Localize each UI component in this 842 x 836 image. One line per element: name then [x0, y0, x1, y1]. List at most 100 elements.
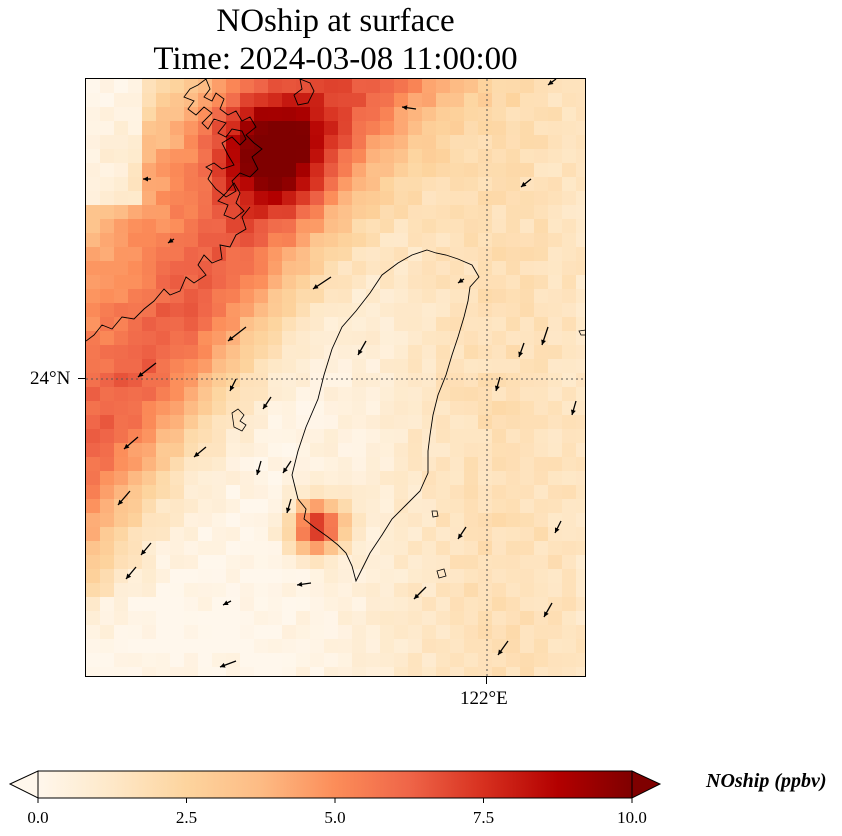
field-cell: [464, 653, 479, 668]
field-cell: [198, 457, 213, 472]
field-cell: [156, 219, 171, 234]
field-cell: [464, 219, 479, 234]
field-cell: [352, 303, 367, 318]
field-cell: [464, 107, 479, 122]
field-cell: [506, 639, 521, 654]
field-cell: [212, 569, 227, 584]
field-cell: [408, 471, 423, 486]
field-cell: [282, 317, 297, 332]
field-cell: [422, 527, 437, 542]
field-cell: [506, 177, 521, 192]
field-cell: [492, 429, 507, 444]
field-cell: [394, 191, 409, 206]
field-cell: [268, 79, 283, 94]
field-cell: [86, 527, 101, 542]
field-cell: [464, 541, 479, 556]
colorbar-tick-label: 5.0: [324, 808, 346, 827]
field-cell: [282, 345, 297, 360]
field-cell: [394, 177, 409, 192]
colorbar-ticks: [37, 798, 633, 803]
field-cell: [324, 163, 339, 178]
field-cell: [254, 471, 269, 486]
field-cell: [184, 625, 199, 640]
field-cell: [114, 597, 129, 612]
field-cell: [282, 597, 297, 612]
field-cell: [436, 429, 451, 444]
field-cell: [86, 233, 101, 248]
field-cell: [86, 401, 101, 416]
field-cell: [156, 121, 171, 136]
field-cell: [114, 429, 129, 444]
field-cell: [226, 261, 241, 276]
field-cell: [534, 653, 549, 668]
field-cell: [506, 373, 521, 388]
field-cell: [506, 205, 521, 220]
field-cell: [436, 611, 451, 626]
field-cell: [422, 611, 437, 626]
field-cell: [380, 625, 395, 640]
field-cell: [464, 387, 479, 402]
field-cell: [310, 541, 325, 556]
field-cell: [310, 499, 325, 514]
colorbar-tick-label: 10.0: [617, 808, 647, 827]
field-cell: [240, 303, 255, 318]
field-cell: [492, 611, 507, 626]
field-cell: [562, 149, 577, 164]
field-cell: [380, 429, 395, 444]
field-cell: [268, 149, 283, 164]
field-cell: [380, 555, 395, 570]
field-cell: [268, 555, 283, 570]
field-cell: [254, 639, 269, 654]
field-cell: [212, 359, 227, 374]
field-cell: [100, 499, 115, 514]
field-cell: [86, 135, 101, 150]
field-cell: [408, 415, 423, 430]
field-cell: [240, 79, 255, 94]
field-cell: [394, 457, 409, 472]
field-cell: [436, 149, 451, 164]
field-cell: [184, 331, 199, 346]
field-cell: [576, 191, 585, 206]
field-cell: [562, 79, 577, 94]
field-cell: [170, 387, 185, 402]
field-cell: [576, 485, 585, 500]
field-cell: [114, 303, 129, 318]
field-cell: [184, 457, 199, 472]
field-cell: [254, 569, 269, 584]
field-cell: [338, 625, 353, 640]
field-cell: [114, 247, 129, 262]
map-panel[interactable]: [85, 78, 586, 677]
field-cell: [324, 219, 339, 234]
field-cell: [520, 429, 535, 444]
field-cell: [142, 373, 157, 388]
field-cell: [184, 485, 199, 500]
field-cell: [380, 79, 395, 94]
field-cell: [492, 471, 507, 486]
field-cell: [366, 219, 381, 234]
field-cell: [380, 597, 395, 612]
field-cell: [380, 471, 395, 486]
field-cell: [198, 597, 213, 612]
field-cell: [268, 317, 283, 332]
field-cell: [464, 443, 479, 458]
field-cell: [422, 317, 437, 332]
field-cell: [268, 177, 283, 192]
field-cell: [100, 331, 115, 346]
field-cell: [268, 583, 283, 598]
field-cell: [394, 359, 409, 374]
field-cell: [212, 485, 227, 500]
field-cell: [436, 331, 451, 346]
field-cell: [408, 121, 423, 136]
field-cell: [576, 555, 585, 570]
field-cell: [562, 205, 577, 220]
field-cell: [254, 527, 269, 542]
field-cell: [254, 667, 269, 676]
field-cell: [464, 667, 479, 676]
field-cell: [114, 331, 129, 346]
field-cell: [450, 499, 465, 514]
field-cell: [268, 163, 283, 178]
field-cell: [184, 499, 199, 514]
field-cell: [86, 555, 101, 570]
field-cell: [478, 401, 493, 416]
field-cell: [366, 625, 381, 640]
